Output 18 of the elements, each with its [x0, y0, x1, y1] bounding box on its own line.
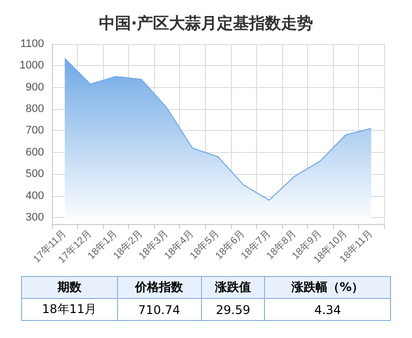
y-tick-label: 400: [26, 190, 44, 202]
text: 价格指数: [117, 276, 202, 298]
text: 期数: [22, 276, 118, 298]
text: 18年11月: [22, 298, 118, 320]
y-tick-label: 1100: [20, 38, 44, 50]
y-tick-label: 500: [26, 168, 44, 180]
text: 29.59: [201, 298, 265, 320]
text: 710.74: [117, 298, 202, 320]
y-tick-label: 700: [26, 124, 44, 137]
y-tick-label: 600: [26, 146, 44, 158]
text: 涨跌幅（%）: [264, 276, 390, 298]
text: 4.34: [264, 298, 390, 320]
y-tick-label: 300: [26, 211, 44, 224]
y-tick-label: 900: [26, 81, 44, 94]
text: 涨跌值: [201, 276, 265, 298]
chart-title: 中国·产区大蒜月定基指数走势: [98, 14, 314, 32]
y-tick-label: 800: [26, 103, 44, 116]
y-tick-label: 1000: [20, 60, 44, 72]
